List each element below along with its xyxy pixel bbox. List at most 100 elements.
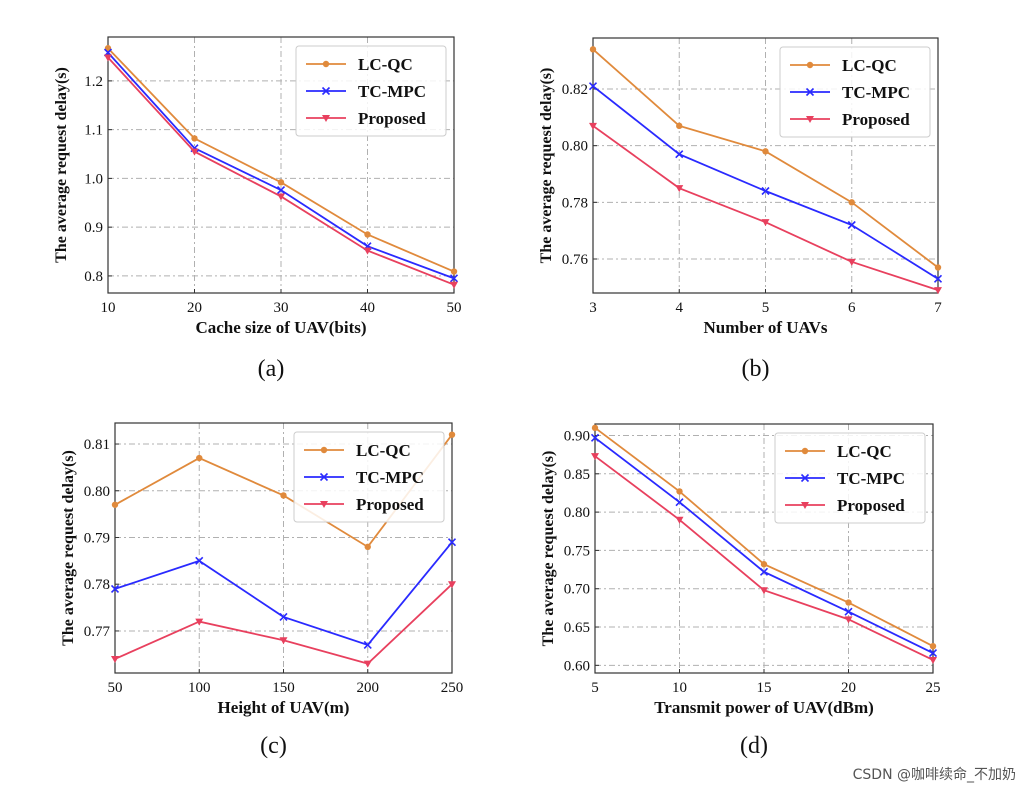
- x-tick-label: 30: [274, 300, 289, 316]
- data-point: [848, 199, 855, 206]
- data-point: [319, 472, 329, 482]
- data-point: [363, 247, 372, 255]
- data-point: [277, 193, 285, 201]
- legend-box: [293, 431, 445, 523]
- panel-label: (d): [740, 733, 768, 759]
- data-point: [928, 649, 938, 658]
- data-point: [276, 186, 286, 195]
- y-tick-label: 0.75: [564, 543, 590, 559]
- data-point: [845, 599, 852, 606]
- data-point: [363, 640, 372, 650]
- y-axis-label: The average request delay(s): [538, 68, 555, 264]
- data-point: [588, 82, 598, 91]
- data-point: [111, 655, 119, 663]
- data-point: [762, 148, 769, 155]
- series-tc-mpc: [590, 433, 938, 658]
- data-point: [805, 87, 815, 97]
- legend: LC-QC TC-MPC Proposed: [295, 45, 447, 137]
- y-tick-label: 0.9: [84, 220, 103, 236]
- data-point: [279, 637, 288, 645]
- y-tick-label: 1.2: [84, 74, 103, 90]
- chart-panel-c: 50 100 150 200 250 0.77 0.78 0.79 0.80 0.81 LC-QC T…: [60, 422, 464, 759]
- y-tick-label: 0.85: [564, 467, 590, 483]
- data-point: [675, 150, 684, 159]
- panel-label: (c): [260, 733, 287, 759]
- data-point: [196, 454, 203, 462]
- legend-label: TC-MPC: [358, 82, 426, 101]
- legend: LC-QC TC-MPC Proposed: [293, 431, 445, 523]
- y-axis-label: The average request delay(s): [60, 450, 77, 646]
- plot-frame: [107, 36, 455, 294]
- data-point: [590, 433, 600, 442]
- legend-label: TC-MPC: [842, 83, 910, 102]
- legend-label: LC-QC: [837, 442, 892, 461]
- x-tick-label: 6: [848, 300, 856, 316]
- x-tick-label: 250: [441, 680, 464, 696]
- data-point: [934, 264, 942, 271]
- x-tick-label: 5: [591, 680, 599, 696]
- data-point: [277, 179, 285, 186]
- data-point: [676, 122, 683, 130]
- legend-label: LC-QC: [358, 55, 413, 74]
- data-point: [934, 287, 942, 295]
- data-point: [280, 492, 287, 499]
- series-lc-qc: [589, 46, 942, 271]
- data-point: [110, 584, 120, 593]
- plot-frame: [592, 37, 939, 294]
- data-point: [320, 446, 328, 454]
- x-tick-label: 25: [926, 680, 941, 696]
- data-point: [844, 607, 853, 616]
- data-point: [195, 618, 204, 626]
- legend-label: Proposed: [356, 495, 424, 514]
- x-tick-label: 3: [589, 300, 597, 316]
- data-point: [759, 567, 769, 576]
- data-point: [801, 447, 809, 455]
- data-point: [760, 561, 768, 568]
- y-tick-label: 0.78: [562, 195, 588, 211]
- series-lc-qc: [591, 424, 937, 650]
- data-point: [806, 116, 814, 123]
- data-point: [104, 54, 112, 62]
- data-point: [448, 431, 456, 438]
- y-tick-label: 0.76: [562, 252, 589, 268]
- data-point: [320, 501, 328, 508]
- x-tick-label: 150: [272, 680, 295, 696]
- legend: LC-QC TC-MPC Proposed: [774, 432, 926, 524]
- data-point: [676, 488, 683, 495]
- legend-box: [779, 46, 931, 138]
- legend-label: Proposed: [358, 109, 426, 128]
- data-point: [933, 274, 943, 283]
- data-point: [104, 45, 112, 52]
- panel-label: (b): [742, 356, 770, 382]
- data-point: [929, 656, 937, 664]
- legend-label: Proposed: [837, 496, 905, 515]
- data-point: [111, 501, 119, 508]
- data-point: [322, 60, 330, 68]
- data-point: [364, 231, 371, 238]
- series-proposed: [591, 453, 937, 664]
- data-point: [191, 135, 198, 142]
- x-tick-label: 50: [108, 680, 123, 696]
- y-tick-label: 0.90: [564, 428, 590, 444]
- data-point: [195, 556, 204, 565]
- x-axis-label: Cache size of UAV(bits): [195, 318, 366, 337]
- legend-label: LC-QC: [356, 441, 411, 460]
- x-tick-label: 100: [188, 680, 211, 696]
- watermark: CSDN @咖啡续命_不加奶: [852, 767, 1016, 783]
- data-point: [190, 148, 199, 156]
- data-point: [806, 61, 814, 69]
- x-axis-label: Number of UAVs: [703, 318, 827, 337]
- x-tick-label: 200: [357, 680, 380, 696]
- data-point: [591, 424, 599, 432]
- legend-label: TC-MPC: [356, 468, 424, 487]
- y-tick-label: 0.78: [84, 577, 110, 593]
- legend-box: [295, 45, 447, 137]
- legend-label: LC-QC: [842, 56, 897, 75]
- data-point: [675, 516, 684, 524]
- x-axis-label: Height of UAV(m): [218, 698, 350, 717]
- legend-box: [774, 432, 926, 524]
- x-tick-label: 20: [841, 680, 856, 696]
- legend-label: Proposed: [842, 110, 910, 129]
- series-lc-qc: [104, 45, 458, 275]
- data-point: [847, 258, 856, 266]
